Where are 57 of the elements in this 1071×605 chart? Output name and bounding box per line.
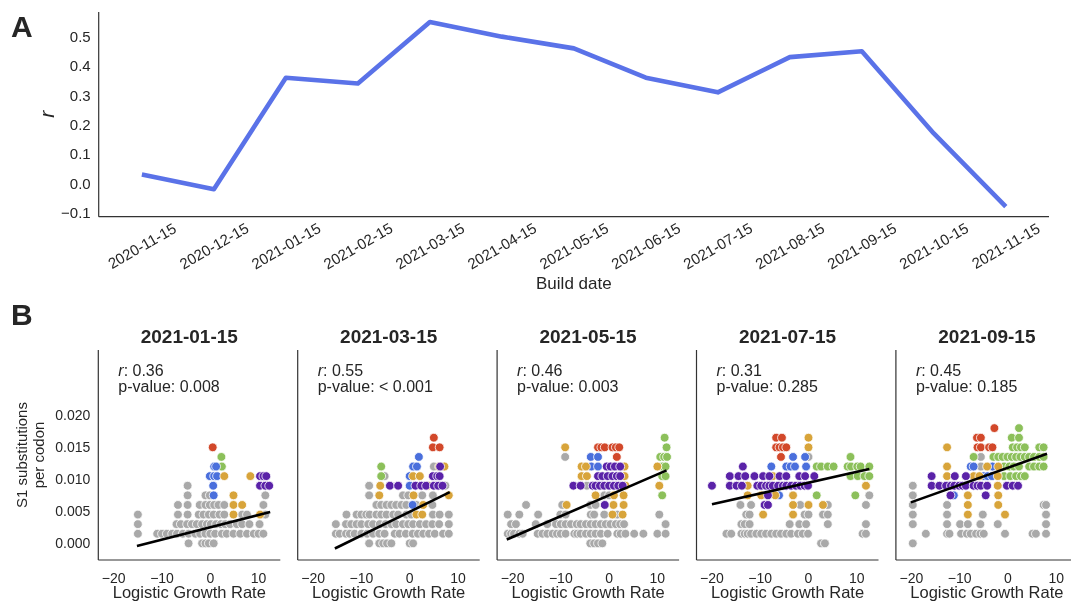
annotation: p-value: 0.003 <box>517 378 619 395</box>
x-axis-title: Logistic Growth Rate <box>112 583 266 601</box>
annotation: r: 0.31 <box>716 362 762 379</box>
chart-title: 2021-09-15 <box>938 326 1036 347</box>
annotation: r: 0.45 <box>915 362 962 379</box>
x-tick-label: 0 <box>605 570 614 586</box>
x-tick-label: −10 <box>150 570 175 586</box>
y-tick-label: 0.5 <box>69 28 91 46</box>
y-tick-label: −0.1 <box>61 204 91 222</box>
text: B <box>11 298 33 331</box>
annotation: p-value: 0.185 <box>915 378 1018 395</box>
y-tick-label: 0.2 <box>69 116 91 134</box>
y-tick-label: 0.010 <box>55 471 91 488</box>
chart-title: 2021-03-15 <box>340 326 438 347</box>
x-tick-label: −20 <box>899 570 924 586</box>
x-tick-label: 10 <box>1048 570 1065 586</box>
chart-title: 2021-01-15 <box>140 326 239 347</box>
y-tick-label: 0.1 <box>69 145 91 163</box>
text: A <box>11 10 33 43</box>
x-tick-label: −20 <box>101 570 126 586</box>
y-tick-label: 0.000 <box>55 535 91 552</box>
y-tick-label: 0.015 <box>55 439 91 456</box>
x-tick-label: −10 <box>748 570 773 586</box>
y-axis-title: r <box>34 109 58 118</box>
x-tick-label: −10 <box>548 570 573 586</box>
x-tick-label: −20 <box>700 570 725 586</box>
x-axis-title: Logistic Growth Rate <box>312 583 466 601</box>
y-tick-label: 0.3 <box>69 86 91 104</box>
annotation: r: 0.55 <box>317 362 364 379</box>
y-tick-label: 0.005 <box>55 503 91 520</box>
x-tick-label: 10 <box>250 570 267 586</box>
x-axis-title: Logistic Growth Rate <box>710 583 865 601</box>
annotation: p-value: 0.008 <box>118 378 220 395</box>
x-tick-label: 10 <box>649 570 666 586</box>
y-axis-title: S1 substitutions per codon <box>13 402 47 508</box>
x-tick-label: −10 <box>947 570 972 586</box>
chart-title: 2021-07-15 <box>738 326 837 347</box>
x-tick-label: −20 <box>301 570 326 586</box>
y-tick-label: 0.4 <box>69 57 91 75</box>
x-tick-label: 10 <box>450 570 466 586</box>
annotation: r: 0.46 <box>517 362 563 379</box>
chart-title: 2021-05-15 <box>539 326 638 347</box>
x-axis-title: Logistic Growth Rate <box>511 583 665 601</box>
x-tick-label: 0 <box>206 570 215 586</box>
annotation: p-value: < 0.001 <box>317 378 433 395</box>
annotation: p-value: 0.285 <box>716 378 819 395</box>
x-tick-label: 0 <box>804 570 813 586</box>
x-axis-title: Logistic Growth Rate <box>910 583 1064 601</box>
annotation: r: 0.36 <box>118 362 164 379</box>
y-tick-label: 0.020 <box>55 407 91 424</box>
x-tick-label: 0 <box>1004 570 1012 586</box>
y-tick-label: 0.0 <box>69 174 91 192</box>
x-axis-title: Build date <box>536 274 612 293</box>
x-tick-label: 10 <box>848 570 865 586</box>
x-tick-label: −20 <box>500 570 525 586</box>
x-tick-label: 0 <box>405 570 414 586</box>
x-tick-label: −10 <box>349 570 374 586</box>
